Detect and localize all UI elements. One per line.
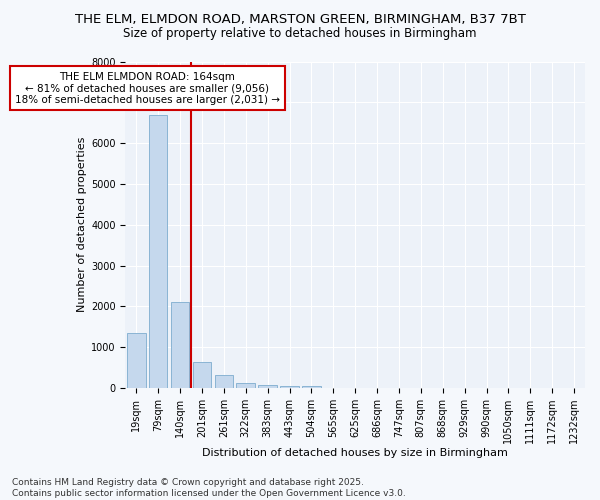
Text: Contains HM Land Registry data © Crown copyright and database right 2025.
Contai: Contains HM Land Registry data © Crown c… [12,478,406,498]
Y-axis label: Number of detached properties: Number of detached properties [77,137,87,312]
X-axis label: Distribution of detached houses by size in Birmingham: Distribution of detached houses by size … [202,448,508,458]
Bar [236,383,255,388]
Bar [302,386,321,388]
Bar [193,362,211,388]
Text: Size of property relative to detached houses in Birmingham: Size of property relative to detached ho… [123,28,477,40]
Bar [215,376,233,388]
Bar [149,114,167,388]
Text: THE ELM, ELMDON ROAD, MARSTON GREEN, BIRMINGHAM, B37 7BT: THE ELM, ELMDON ROAD, MARSTON GREEN, BIR… [74,12,526,26]
Text: THE ELM ELMDON ROAD: 164sqm
← 81% of detached houses are smaller (9,056)
18% of : THE ELM ELMDON ROAD: 164sqm ← 81% of det… [15,72,280,105]
Bar [127,333,146,388]
Bar [280,386,299,388]
Bar [259,385,277,388]
Bar [171,302,190,388]
